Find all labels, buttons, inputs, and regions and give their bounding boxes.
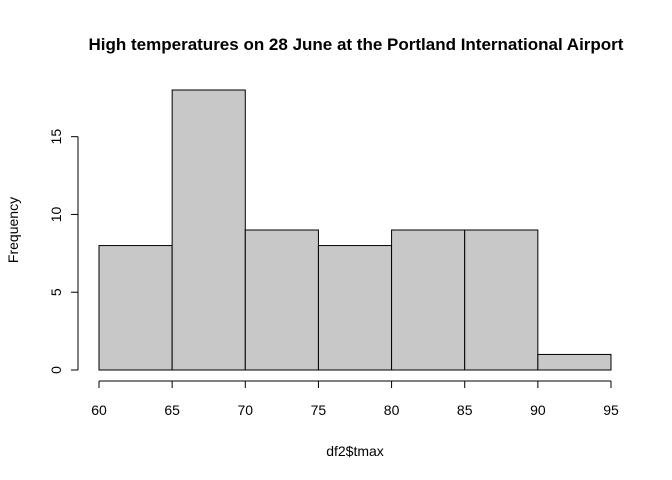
x-tick-label: 65 (164, 402, 180, 418)
y-tick-label: 10 (48, 206, 64, 222)
y-tick-label: 15 (48, 129, 64, 145)
x-tick-label: 70 (237, 402, 253, 418)
histogram-bar-5 (464, 229, 539, 371)
y-tick-label: 5 (48, 288, 64, 296)
histogram-bar-6 (537, 353, 612, 371)
x-tick-label: 90 (530, 402, 546, 418)
histogram-bar-0 (98, 245, 173, 371)
x-axis: 60 65 70 75 80 85 90 95 (91, 380, 619, 418)
x-tick-label: 75 (311, 402, 327, 418)
y-axis-label: Frequency (5, 197, 21, 263)
y-tick-label: 0 (48, 366, 64, 374)
histogram-bar-3 (317, 245, 393, 371)
x-tick-label: 85 (457, 402, 473, 418)
bars-group (98, 89, 612, 371)
histogram-bar-2 (244, 229, 319, 371)
y-axis: 0 5 10 15 (48, 129, 79, 374)
x-tick-label: 60 (91, 402, 107, 418)
histogram-bar-1 (171, 89, 246, 371)
x-axis-label: df2$tmax (326, 443, 384, 459)
chart-title: High temperatures on 28 June at the Port… (89, 35, 624, 54)
x-tick-label: 95 (603, 402, 619, 418)
histogram-bar-4 (391, 229, 466, 371)
x-tick-label: 80 (384, 402, 400, 418)
